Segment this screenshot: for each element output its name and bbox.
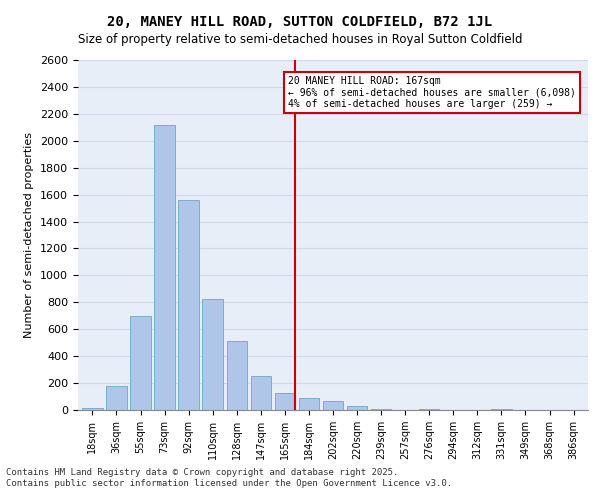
Bar bbox=[82, 408, 103, 410]
Bar bbox=[323, 401, 343, 410]
Text: Contains HM Land Registry data © Crown copyright and database right 2025.
Contai: Contains HM Land Registry data © Crown c… bbox=[6, 468, 452, 487]
Text: 20, MANEY HILL ROAD, SUTTON COLDFIELD, B72 1JL: 20, MANEY HILL ROAD, SUTTON COLDFIELD, B… bbox=[107, 15, 493, 29]
Bar bbox=[178, 200, 199, 410]
Y-axis label: Number of semi-detached properties: Number of semi-detached properties bbox=[25, 132, 34, 338]
Bar bbox=[275, 392, 295, 410]
Bar bbox=[130, 316, 151, 410]
Text: 20 MANEY HILL ROAD: 167sqm
← 96% of semi-detached houses are smaller (6,098)
4% : 20 MANEY HILL ROAD: 167sqm ← 96% of semi… bbox=[288, 76, 576, 110]
Bar bbox=[227, 342, 247, 410]
Bar bbox=[202, 299, 223, 410]
Bar bbox=[106, 386, 127, 410]
Bar bbox=[491, 409, 512, 410]
Bar bbox=[154, 126, 175, 410]
Bar bbox=[251, 376, 271, 410]
Bar bbox=[347, 406, 367, 410]
Text: Size of property relative to semi-detached houses in Royal Sutton Coldfield: Size of property relative to semi-detach… bbox=[78, 32, 522, 46]
Bar bbox=[299, 398, 319, 410]
